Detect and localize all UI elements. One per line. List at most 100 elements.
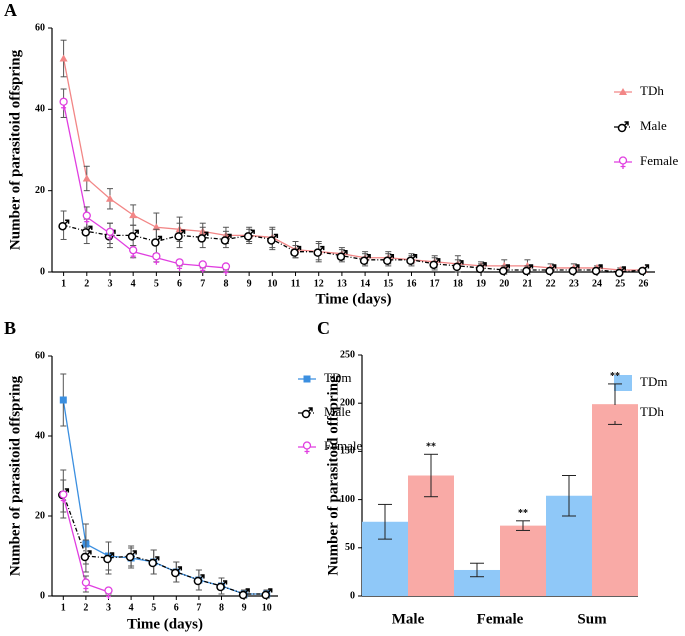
marker-shape bbox=[152, 252, 161, 261]
x-tick-label: Female bbox=[477, 611, 524, 627]
marker-shape bbox=[148, 558, 157, 568]
series-line bbox=[63, 224, 644, 273]
marker-shape bbox=[197, 234, 206, 243]
x-tick-label: 3 bbox=[106, 602, 111, 613]
marker bbox=[522, 264, 534, 276]
marker-shape bbox=[154, 556, 160, 562]
marker-shape bbox=[130, 253, 136, 259]
marker bbox=[125, 550, 137, 562]
x-tick-label: 7 bbox=[200, 278, 205, 289]
marker bbox=[129, 211, 138, 219]
marker bbox=[614, 266, 626, 278]
marker-shape bbox=[597, 264, 603, 269]
marker-shape bbox=[644, 264, 650, 269]
marker-shape bbox=[134, 229, 139, 235]
marker bbox=[171, 566, 183, 578]
marker-shape bbox=[127, 232, 137, 241]
marker bbox=[545, 264, 557, 276]
marker bbox=[591, 264, 603, 276]
series-line bbox=[62, 58, 644, 271]
marker bbox=[638, 264, 650, 276]
x-tick-label: 24 bbox=[592, 278, 602, 289]
marker bbox=[617, 121, 629, 133]
marker-shape bbox=[458, 260, 464, 265]
x-tick-label: 7 bbox=[196, 602, 201, 613]
marker bbox=[82, 211, 91, 225]
marker bbox=[58, 219, 70, 231]
marker bbox=[151, 235, 163, 247]
marker bbox=[336, 249, 348, 261]
panel-label: A bbox=[4, 0, 17, 20]
marker-shape bbox=[177, 265, 183, 271]
marker bbox=[221, 262, 231, 275]
marker-shape bbox=[342, 249, 348, 255]
marker-shape bbox=[105, 194, 114, 202]
marker bbox=[198, 260, 207, 273]
x-tick-label: 26 bbox=[638, 278, 648, 289]
x-tick-label: 10 bbox=[262, 602, 272, 613]
marker-shape bbox=[226, 233, 232, 239]
x-tick-label: 4 bbox=[129, 602, 134, 613]
x-tick-label: 16 bbox=[406, 278, 416, 289]
marker-shape bbox=[389, 254, 395, 259]
marker bbox=[568, 264, 580, 276]
marker bbox=[59, 97, 68, 111]
marker-shape bbox=[59, 396, 67, 404]
marker-shape bbox=[82, 174, 91, 182]
marker-shape bbox=[528, 264, 534, 269]
x-tick-label: 4 bbox=[131, 278, 136, 289]
marker-shape bbox=[200, 267, 206, 273]
marker-shape bbox=[499, 266, 508, 276]
marker-shape bbox=[81, 578, 91, 587]
legend-label: TDm bbox=[640, 374, 667, 389]
marker-shape bbox=[199, 574, 205, 580]
x-tick-label: 11 bbox=[291, 278, 300, 289]
marker bbox=[174, 229, 186, 241]
x-tick-label: 5 bbox=[151, 602, 156, 613]
marker bbox=[81, 578, 91, 591]
marker bbox=[175, 258, 184, 271]
x-tick-label: 9 bbox=[247, 278, 252, 289]
significance-label: ** bbox=[426, 442, 436, 453]
x-tick-label: 25 bbox=[615, 278, 625, 289]
marker-shape bbox=[84, 219, 90, 225]
marker-shape bbox=[336, 252, 346, 261]
marker-shape bbox=[245, 588, 250, 594]
marker-shape bbox=[359, 256, 369, 266]
marker bbox=[301, 407, 313, 419]
legend-label: Male bbox=[324, 404, 351, 419]
marker-shape bbox=[319, 245, 325, 251]
marker-shape bbox=[59, 97, 68, 106]
marker bbox=[406, 254, 418, 266]
significance-label: ** bbox=[610, 371, 620, 382]
legend-label: Male bbox=[640, 118, 667, 133]
y-tick-label: 0 bbox=[350, 590, 355, 601]
marker-shape bbox=[366, 254, 371, 259]
marker-shape bbox=[620, 164, 626, 169]
marker-shape bbox=[221, 262, 231, 271]
marker bbox=[220, 233, 232, 245]
y-tick-label: 40 bbox=[35, 104, 45, 115]
y-tick-label: 60 bbox=[35, 350, 45, 361]
marker-shape bbox=[617, 123, 627, 133]
marker-shape bbox=[621, 266, 626, 272]
x-tick-label: 18 bbox=[453, 278, 463, 289]
marker-shape bbox=[574, 264, 580, 269]
y-tick-label: 50 bbox=[345, 542, 355, 553]
marker bbox=[290, 245, 302, 257]
x-tick-label: 1 bbox=[61, 278, 66, 289]
marker bbox=[127, 229, 139, 241]
x-tick-label: 8 bbox=[223, 278, 228, 289]
marker-shape bbox=[614, 268, 624, 278]
marker bbox=[619, 88, 627, 95]
marker-shape bbox=[273, 233, 279, 239]
x-tick-label: 5 bbox=[154, 278, 159, 289]
x-tick-label: 3 bbox=[107, 278, 112, 289]
marker bbox=[216, 580, 228, 592]
y-tick-label: 0 bbox=[40, 266, 45, 277]
marker-shape bbox=[412, 254, 418, 259]
marker-shape bbox=[482, 262, 487, 267]
x-tick-label: 17 bbox=[430, 278, 440, 289]
y-tick-label: 60 bbox=[35, 22, 45, 33]
x-tick-label: 12 bbox=[314, 278, 324, 289]
